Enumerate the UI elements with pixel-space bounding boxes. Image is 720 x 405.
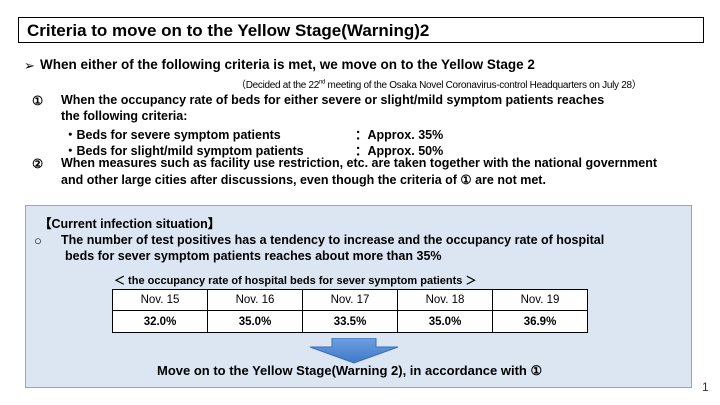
- date-cell: Nov. 18: [397, 289, 493, 311]
- criterion-2-line-1: When measures such as facility use restr…: [61, 156, 657, 170]
- date-cell: Nov. 15: [112, 289, 208, 311]
- situation-line-2: beds for sever symptom patients reaches …: [65, 249, 442, 263]
- criterion-1-number: ①: [32, 94, 44, 108]
- date-cell: Nov. 19: [492, 289, 588, 311]
- criterion-mild-label: ・Beds for slight/mild symptom patients: [64, 144, 304, 158]
- main-criteria-statement: When either of the following criteria is…: [40, 57, 535, 72]
- rate-cell: 35.0%: [207, 310, 303, 333]
- page-number: 1: [702, 380, 709, 394]
- rate-cell: 33.5%: [302, 310, 398, 333]
- decision-note: （Decided at the 22nd meeting of the Osak…: [236, 76, 642, 91]
- slide-title: Criteria to move on to the Yellow Stage(…: [27, 21, 430, 40]
- table-caption: ＜ the occupancy rate of hospital beds fo…: [114, 275, 477, 287]
- table-row-rates: 32.0% 35.0% 33.5% 35.0% 36.9%: [112, 310, 588, 333]
- arrow-bullet-icon: ➢: [24, 58, 35, 73]
- situation-heading: 【Current infection situation】: [39, 217, 221, 231]
- date-cell: Nov. 16: [207, 289, 303, 311]
- decision-note-post: meeting of the Osaka Novel Coronavirus-c…: [325, 80, 642, 91]
- occupancy-table: Nov. 15 Nov. 16 Nov. 17 Nov. 18 Nov. 19 …: [112, 289, 588, 333]
- decision-note-sup: nd: [319, 79, 326, 86]
- criterion-2-line-2: and other large cities after discussions…: [61, 173, 546, 187]
- criterion-mild-value: ：Approx. 50%: [355, 144, 444, 158]
- down-arrow-icon: [309, 338, 399, 364]
- rate-cell: 36.9%: [492, 310, 588, 333]
- criterion-1-line-1: When the occupancy rate of beds for eith…: [61, 93, 605, 107]
- criterion-2-number: ②: [32, 157, 44, 171]
- criterion-severe-value: ：Approx. 35%: [355, 128, 444, 142]
- conclusion-text: Move on to the Yellow Stage(Warning 2), …: [157, 363, 543, 378]
- criterion-severe-label: ・Beds for severe symptom patients: [64, 128, 281, 142]
- situation-line-1: The number of test positives has a tende…: [61, 233, 605, 247]
- rate-cell: 32.0%: [112, 310, 208, 333]
- title-box: Criteria to move on to the Yellow Stage(…: [18, 17, 704, 43]
- date-cell: Nov. 17: [302, 289, 398, 311]
- circle-bullet-icon: ○: [34, 233, 42, 248]
- decision-note-pre: （Decided at the 22: [236, 80, 319, 91]
- criterion-1-line-2: the following criteria:: [61, 109, 188, 123]
- rate-cell: 35.0%: [397, 310, 493, 333]
- table-row-dates: Nov. 15 Nov. 16 Nov. 17 Nov. 18 Nov. 19: [112, 289, 588, 311]
